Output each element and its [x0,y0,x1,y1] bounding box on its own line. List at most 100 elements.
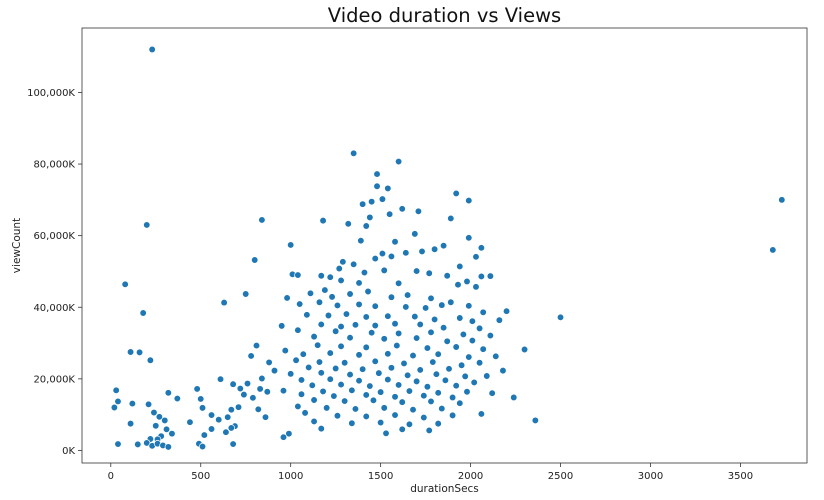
scatter-point [459,330,468,339]
scatter-point [380,335,388,343]
y-tick-label: 40,000K [33,303,75,314]
scatter-point [247,352,255,360]
scatter-point [308,381,316,389]
scatter-point [394,279,403,287]
scatter-point [252,341,261,350]
scatter-point [371,357,379,365]
scatter-point [427,328,435,336]
scatter-point [346,370,354,379]
scatter-point [362,343,370,352]
scatter-point [186,418,194,426]
x-tick-label: 1000 [278,471,303,482]
scatter-point [468,336,477,345]
scatter-point [143,221,151,229]
scatter-point [425,269,433,277]
scatter-point [420,413,428,422]
scatter-point [144,400,153,408]
x-tick-label: 0 [108,471,114,482]
scatter-point [384,375,392,384]
scatter-point [376,388,385,396]
scatter-point [468,317,477,325]
scatter-point [351,405,360,413]
scatter-point [463,277,471,286]
scatter-point [375,369,383,377]
scatter-point [452,189,460,198]
scatter-point [256,385,264,393]
scatter-point [403,291,412,299]
scatter-point [391,411,399,419]
scatter-point [161,416,169,425]
scatter-point [411,312,419,321]
scatter-point [326,349,334,357]
x-axis-label: durationSecs [410,483,479,495]
scatter-point [362,391,370,399]
scatter-point [371,321,379,330]
scatter-point [531,416,539,425]
scatter-point [326,273,334,281]
scatter-point [411,230,419,238]
scatter-point [380,266,388,275]
scatter-point [403,371,412,379]
scatter-point [416,320,424,329]
scatter-point [198,404,207,412]
scatter-point [341,397,349,405]
scatter-point [314,341,322,349]
scatter-point [297,390,306,398]
scatter-point [251,256,259,264]
scatter-point [332,327,340,335]
scatter-point [394,329,403,338]
scatter-point [258,374,266,383]
scatter-point [279,433,288,441]
scatter-point [337,276,345,285]
scatter-point [319,216,327,225]
scatter-point [254,405,262,413]
scatter-point [162,425,171,433]
scatter-point [495,316,504,324]
scatter-point [443,337,451,345]
scatter-point [434,419,442,428]
x-tick-label: 2000 [458,471,483,482]
scatter-point [380,404,388,412]
scatter-point [364,287,372,296]
scatter-point [303,311,311,319]
scatter-point [472,283,480,291]
scatter-point [326,375,334,383]
scatter-point [330,392,338,400]
scatter-point [350,149,358,157]
scatter-point [294,326,302,334]
scatter-point [332,364,340,373]
scatter-point [409,351,417,360]
scatter-point [427,294,435,302]
scatter-point [227,424,235,432]
scatter-point [373,170,381,178]
scatter-point [384,350,392,358]
scatter-point [265,358,273,367]
scatter-point [470,378,478,387]
scatter-point [486,272,495,280]
scatter-point [355,279,363,287]
scatter-point [448,393,457,402]
scatter-point [416,366,424,374]
scatter-point [441,376,450,384]
scatter-point [207,425,216,433]
scatter-point [324,311,333,320]
scatter-point [438,404,446,413]
x-axis: 0 500 1000 1500 2000 2500 3000 3500 [108,463,753,482]
scatter-point [310,332,318,341]
scatter-point [465,302,473,310]
scatter-point [220,298,228,307]
scatter-point [279,387,288,395]
scatter-point [229,380,237,388]
scatter-point [769,246,777,254]
scatter-point [409,406,417,414]
scatter-point [128,399,137,408]
scatter-point [193,385,201,393]
scatter-point [520,345,529,354]
scatter-point [427,397,435,406]
scatter-point [456,314,464,322]
scatter-point [475,324,484,333]
scatter-point [492,352,500,360]
scatter-point [287,241,295,249]
scatter-point [423,383,432,391]
